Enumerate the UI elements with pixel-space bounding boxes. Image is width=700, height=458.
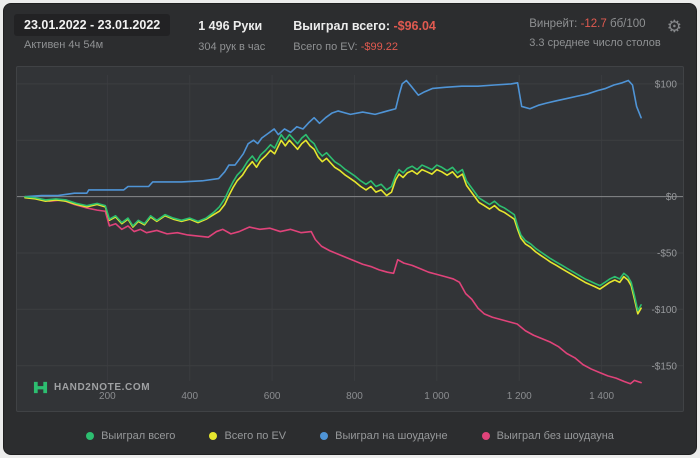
winrate-value: -12.7	[580, 18, 607, 30]
legend-item-ev-total[interactable]: Всего по EV	[209, 430, 286, 442]
winrate-block: Винрейт: -12.7 бб/100 3.3 среднее число …	[529, 14, 661, 49]
date-range-selector[interactable]: 23.01.2022 - 23.01.2022	[14, 14, 171, 36]
legend-dot-won-total	[86, 432, 95, 440]
hand2note-logo: HAND2NOTE.COM	[33, 380, 150, 395]
legend-item-won-total[interactable]: Выиграл всего	[86, 430, 175, 442]
legend-dot-ev-total	[209, 432, 218, 440]
hands-block: 1 496 Руки 304 рук в час	[198, 14, 265, 53]
svg-text:400: 400	[181, 391, 198, 402]
svg-text:-$50: -$50	[657, 248, 677, 259]
legend-label: Выиграл без шоудауна	[496, 430, 614, 442]
winrate-unit: бб/100	[609, 18, 646, 30]
date-block: 23.01.2022 - 23.01.2022 Активен 4ч 54м	[14, 14, 171, 51]
svg-text:-$100: -$100	[651, 305, 677, 316]
settings-gear-icon[interactable]: ⚙	[666, 17, 682, 36]
hands-per-hour: 304 рук в час	[198, 41, 266, 53]
svg-text:$100: $100	[655, 79, 678, 90]
ev-total-value: -$99.22	[360, 41, 398, 53]
svg-text:200: 200	[99, 391, 116, 402]
winrate-label: Винрейт:	[529, 18, 578, 30]
svg-text:1 200: 1 200	[507, 391, 532, 402]
winnings-graph-panel: $100 $0 -$50 -$100 -$150 200 400 600 800 1 000 1 2…	[16, 66, 684, 412]
svg-text:800: 800	[346, 391, 363, 402]
legend-dot-won-nonshowdown	[481, 432, 490, 440]
hands-count: 1 496 Руки	[198, 19, 263, 33]
active-time: Активен 4ч 54м	[24, 39, 104, 51]
legend-dot-won-showdown	[320, 432, 329, 440]
session-results-window: 23.01.2022 - 23.01.2022 Активен 4ч 54м 1…	[3, 3, 697, 455]
avg-tables: 3.3 среднее число столов	[529, 37, 661, 49]
winnings-graph: $100 $0 -$50 -$100 -$150 200 400 600 800 1 000 1 2…	[17, 75, 683, 402]
svg-text:$0: $0	[666, 192, 678, 203]
svg-text:600: 600	[264, 391, 281, 402]
legend-label: Выиграл всего	[101, 430, 176, 442]
won-total-value: -$96.04	[393, 19, 436, 33]
hand2note-logo-text: HAND2NOTE.COM	[54, 382, 151, 393]
legend-label: Всего по EV	[224, 430, 287, 442]
winnings-block: Выиграл всего: -$96.04 Всего по EV: -$99…	[293, 14, 436, 53]
svg-text:-$150: -$150	[651, 361, 677, 372]
header: 23.01.2022 - 23.01.2022 Активен 4ч 54м 1…	[4, 4, 696, 53]
svg-text:1 400: 1 400	[589, 391, 614, 402]
svg-text:1 000: 1 000	[424, 391, 449, 402]
won-total-label: Выиграл всего:	[293, 19, 390, 33]
legend-item-won-showdown[interactable]: Выиграл на шоудауне	[320, 430, 448, 442]
hand2note-logo-icon	[33, 381, 48, 394]
legend-item-won-nonshowdown[interactable]: Выиграл без шоудауна	[481, 430, 614, 442]
legend-label: Выиграл на шоудауне	[335, 430, 448, 442]
ev-total-label: Всего по EV:	[293, 41, 358, 53]
legend: Выиграл всего Всего по EV Выиграл на шоу…	[4, 418, 696, 454]
